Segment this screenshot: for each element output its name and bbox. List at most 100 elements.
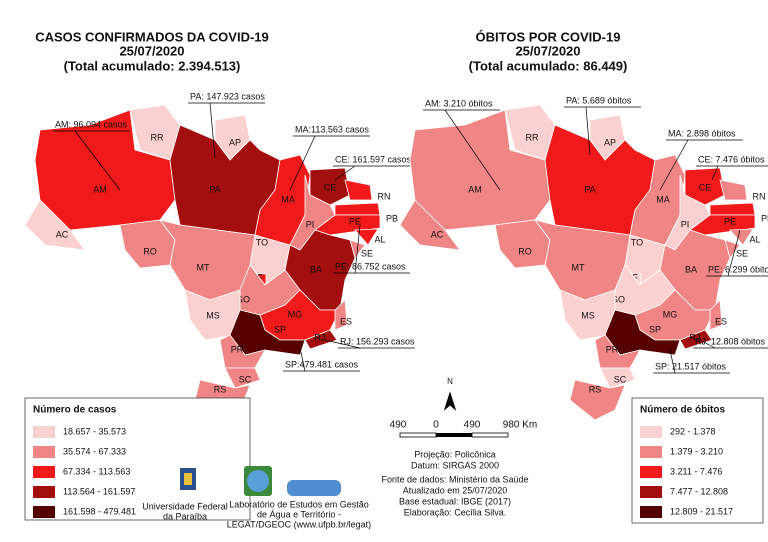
scale-label: 980 Km: [503, 420, 537, 431]
state: [24, 199, 86, 251]
state: [679, 329, 713, 350]
state-label: RO: [518, 246, 532, 256]
state: [334, 202, 381, 216]
state-label: PB: [761, 213, 768, 223]
legend-label: 18.657 - 35.573: [63, 426, 126, 436]
callout-line: [289, 135, 316, 191]
state-label: PA: [584, 184, 595, 194]
legend-swatch: [33, 506, 55, 518]
scale-segment: [471, 432, 509, 438]
state: [344, 179, 373, 201]
state-label: SC: [239, 374, 252, 384]
callout: CE: 7.476 óbitos: [698, 154, 765, 164]
legend-title: Número de casos: [33, 405, 117, 416]
state-label: RR: [526, 132, 539, 142]
callout-line: [334, 165, 356, 181]
state-label: RN: [378, 191, 391, 201]
state: [309, 167, 351, 206]
callout: RJ: 12.808 óbitos: [695, 336, 766, 346]
legend-label: 7.477 - 12.808: [670, 486, 728, 496]
state-label: AM: [93, 184, 107, 194]
legend-swatch: [33, 426, 55, 438]
state-label: MT: [572, 262, 585, 272]
credit: Datum: SIRGAS 2000: [411, 460, 499, 470]
scale-bar: [399, 432, 509, 438]
state-label: PR: [606, 344, 619, 354]
state-label: RJ: [690, 332, 701, 342]
logo-legat: [244, 466, 341, 496]
callout-line: [354, 224, 361, 274]
callout-line: [324, 339, 361, 349]
scale-segment: [399, 432, 437, 438]
state: [719, 179, 748, 201]
state-label: AC: [56, 229, 69, 239]
legend-label: 113.564 - 161.597: [63, 486, 135, 496]
map-title: CASOS CONFIRMADOS DA COVID-19: [35, 29, 269, 44]
state-label: AC: [431, 229, 444, 239]
callout: MA: 2.898 óbitos: [668, 128, 736, 138]
callout: AM: 3.210 óbitos: [425, 98, 493, 108]
state-label: PR: [231, 344, 244, 354]
map-title: ÓBITOS POR COVID-19: [476, 29, 621, 44]
legend-box: [24, 397, 251, 521]
state-label: GO: [611, 294, 625, 304]
callout: PE: 86.752 casos: [335, 261, 406, 271]
legend-label: 1.379 - 3.210: [670, 446, 723, 456]
callout-line: [444, 109, 501, 191]
state-label: GO: [236, 294, 250, 304]
callout-line: [727, 229, 741, 277]
state: [569, 379, 626, 421]
state: [729, 228, 754, 246]
callout: CE: 161.597 casos: [335, 154, 412, 164]
state-label: RN: [753, 191, 766, 201]
legend-swatch: [640, 486, 662, 498]
map-total: (Total acumulado: 86.449): [469, 58, 628, 73]
scale-label: 490: [464, 420, 481, 431]
state-label: MG: [663, 309, 678, 319]
callout-line: [209, 102, 216, 159]
callout: SP:479.481 casos: [285, 359, 359, 369]
scale-label: 490: [390, 420, 407, 431]
state-label: MA: [281, 194, 295, 204]
state-label: PA: [209, 184, 220, 194]
credit: Elaboração: Cecília Silva.: [404, 507, 507, 517]
state: [334, 299, 348, 331]
legend-label: 67.334 - 113.563: [63, 466, 130, 476]
state-label: ES: [340, 316, 352, 326]
state-label: BA: [310, 264, 322, 274]
legend-swatch: [640, 446, 662, 458]
state-label: RO: [143, 246, 157, 256]
state-label: PE: [349, 216, 361, 226]
legend-label: 3.211 - 7.476: [670, 466, 722, 476]
legend-swatch: [33, 486, 55, 498]
state-label: SE: [736, 248, 748, 258]
map-date: 25/07/2020: [119, 43, 184, 58]
institution: de Água e Território -: [257, 509, 341, 519]
state-label: PI: [681, 219, 690, 229]
callout-line: [669, 349, 676, 374]
credit: Base estadual: IBGE (2017): [399, 496, 511, 506]
callout: PA: 5.689 óbitos: [566, 95, 632, 105]
legend-box: [631, 397, 764, 524]
institution: LEGAT/DGEOC (www.ufpb.br/legat): [227, 519, 371, 529]
state-label: RS: [589, 384, 602, 394]
state-label: CE: [699, 182, 712, 192]
credit: Projeção: Policônica: [414, 449, 496, 459]
state-label: AL: [749, 234, 760, 244]
scale-label: 0: [433, 420, 439, 431]
callout-line: [711, 165, 719, 181]
legend-title: Número de óbitos: [640, 405, 725, 416]
state: [709, 202, 756, 216]
state-label: PE: [724, 216, 736, 226]
callout-line: [585, 106, 591, 156]
state: [304, 329, 338, 350]
callout: RJ: 156.293 casos: [340, 336, 415, 346]
callout: AM: 96.094 casos: [55, 119, 128, 129]
state-label: MS: [581, 310, 595, 320]
state-label: SE: [361, 248, 373, 258]
callout: PA: 147.923 casos: [190, 91, 265, 101]
state-label: MA: [656, 194, 670, 204]
legend-swatch: [640, 466, 662, 478]
